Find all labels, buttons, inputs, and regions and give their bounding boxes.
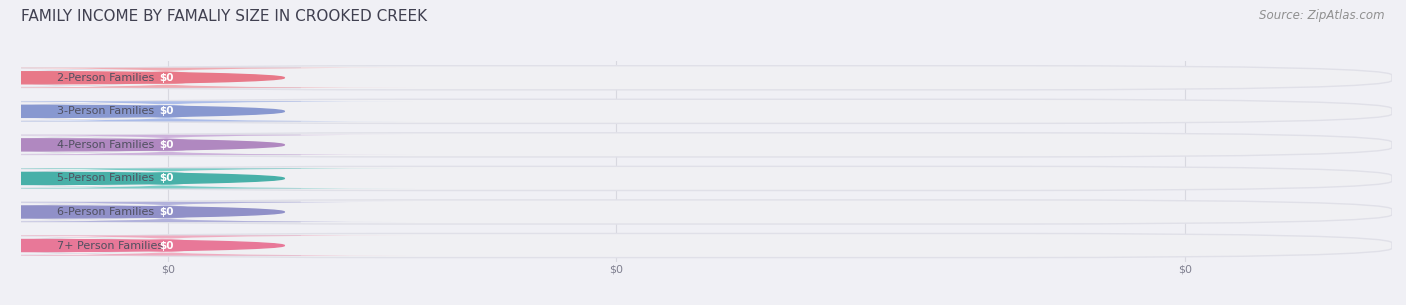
Circle shape	[0, 105, 284, 117]
FancyBboxPatch shape	[0, 101, 301, 121]
FancyBboxPatch shape	[0, 168, 415, 188]
Text: 5-Person Families: 5-Person Families	[56, 174, 153, 183]
Text: $0: $0	[159, 207, 174, 217]
Text: 7+ Person Families: 7+ Person Families	[56, 241, 163, 250]
FancyBboxPatch shape	[21, 233, 1392, 258]
FancyBboxPatch shape	[0, 235, 301, 256]
Circle shape	[0, 239, 284, 252]
Text: 3-Person Families: 3-Person Families	[56, 106, 153, 116]
Text: $0: $0	[159, 174, 174, 183]
Circle shape	[0, 206, 284, 218]
FancyBboxPatch shape	[0, 202, 301, 222]
FancyBboxPatch shape	[0, 135, 301, 155]
Text: $0: $0	[1178, 265, 1192, 275]
FancyBboxPatch shape	[0, 68, 415, 88]
Circle shape	[0, 72, 284, 84]
FancyBboxPatch shape	[21, 133, 1392, 157]
FancyBboxPatch shape	[0, 168, 301, 188]
Text: $0: $0	[609, 265, 623, 275]
Text: FAMILY INCOME BY FAMALIY SIZE IN CROOKED CREEK: FAMILY INCOME BY FAMALIY SIZE IN CROOKED…	[21, 9, 427, 24]
Circle shape	[0, 172, 284, 185]
Text: 6-Person Families: 6-Person Families	[56, 207, 153, 217]
Text: $0: $0	[159, 73, 174, 83]
FancyBboxPatch shape	[21, 166, 1392, 191]
FancyBboxPatch shape	[21, 200, 1392, 224]
FancyBboxPatch shape	[0, 135, 415, 155]
Text: 2-Person Families: 2-Person Families	[56, 73, 155, 83]
FancyBboxPatch shape	[21, 66, 1392, 90]
FancyBboxPatch shape	[0, 101, 415, 121]
Text: $0: $0	[159, 106, 174, 116]
Text: Source: ZipAtlas.com: Source: ZipAtlas.com	[1260, 9, 1385, 22]
Text: $0: $0	[159, 140, 174, 150]
FancyBboxPatch shape	[0, 235, 415, 256]
FancyBboxPatch shape	[21, 99, 1392, 124]
Circle shape	[0, 139, 284, 151]
Text: 4-Person Families: 4-Person Families	[56, 140, 155, 150]
Text: $0: $0	[160, 265, 174, 275]
FancyBboxPatch shape	[0, 202, 415, 222]
Text: $0: $0	[159, 241, 174, 250]
FancyBboxPatch shape	[0, 68, 301, 88]
